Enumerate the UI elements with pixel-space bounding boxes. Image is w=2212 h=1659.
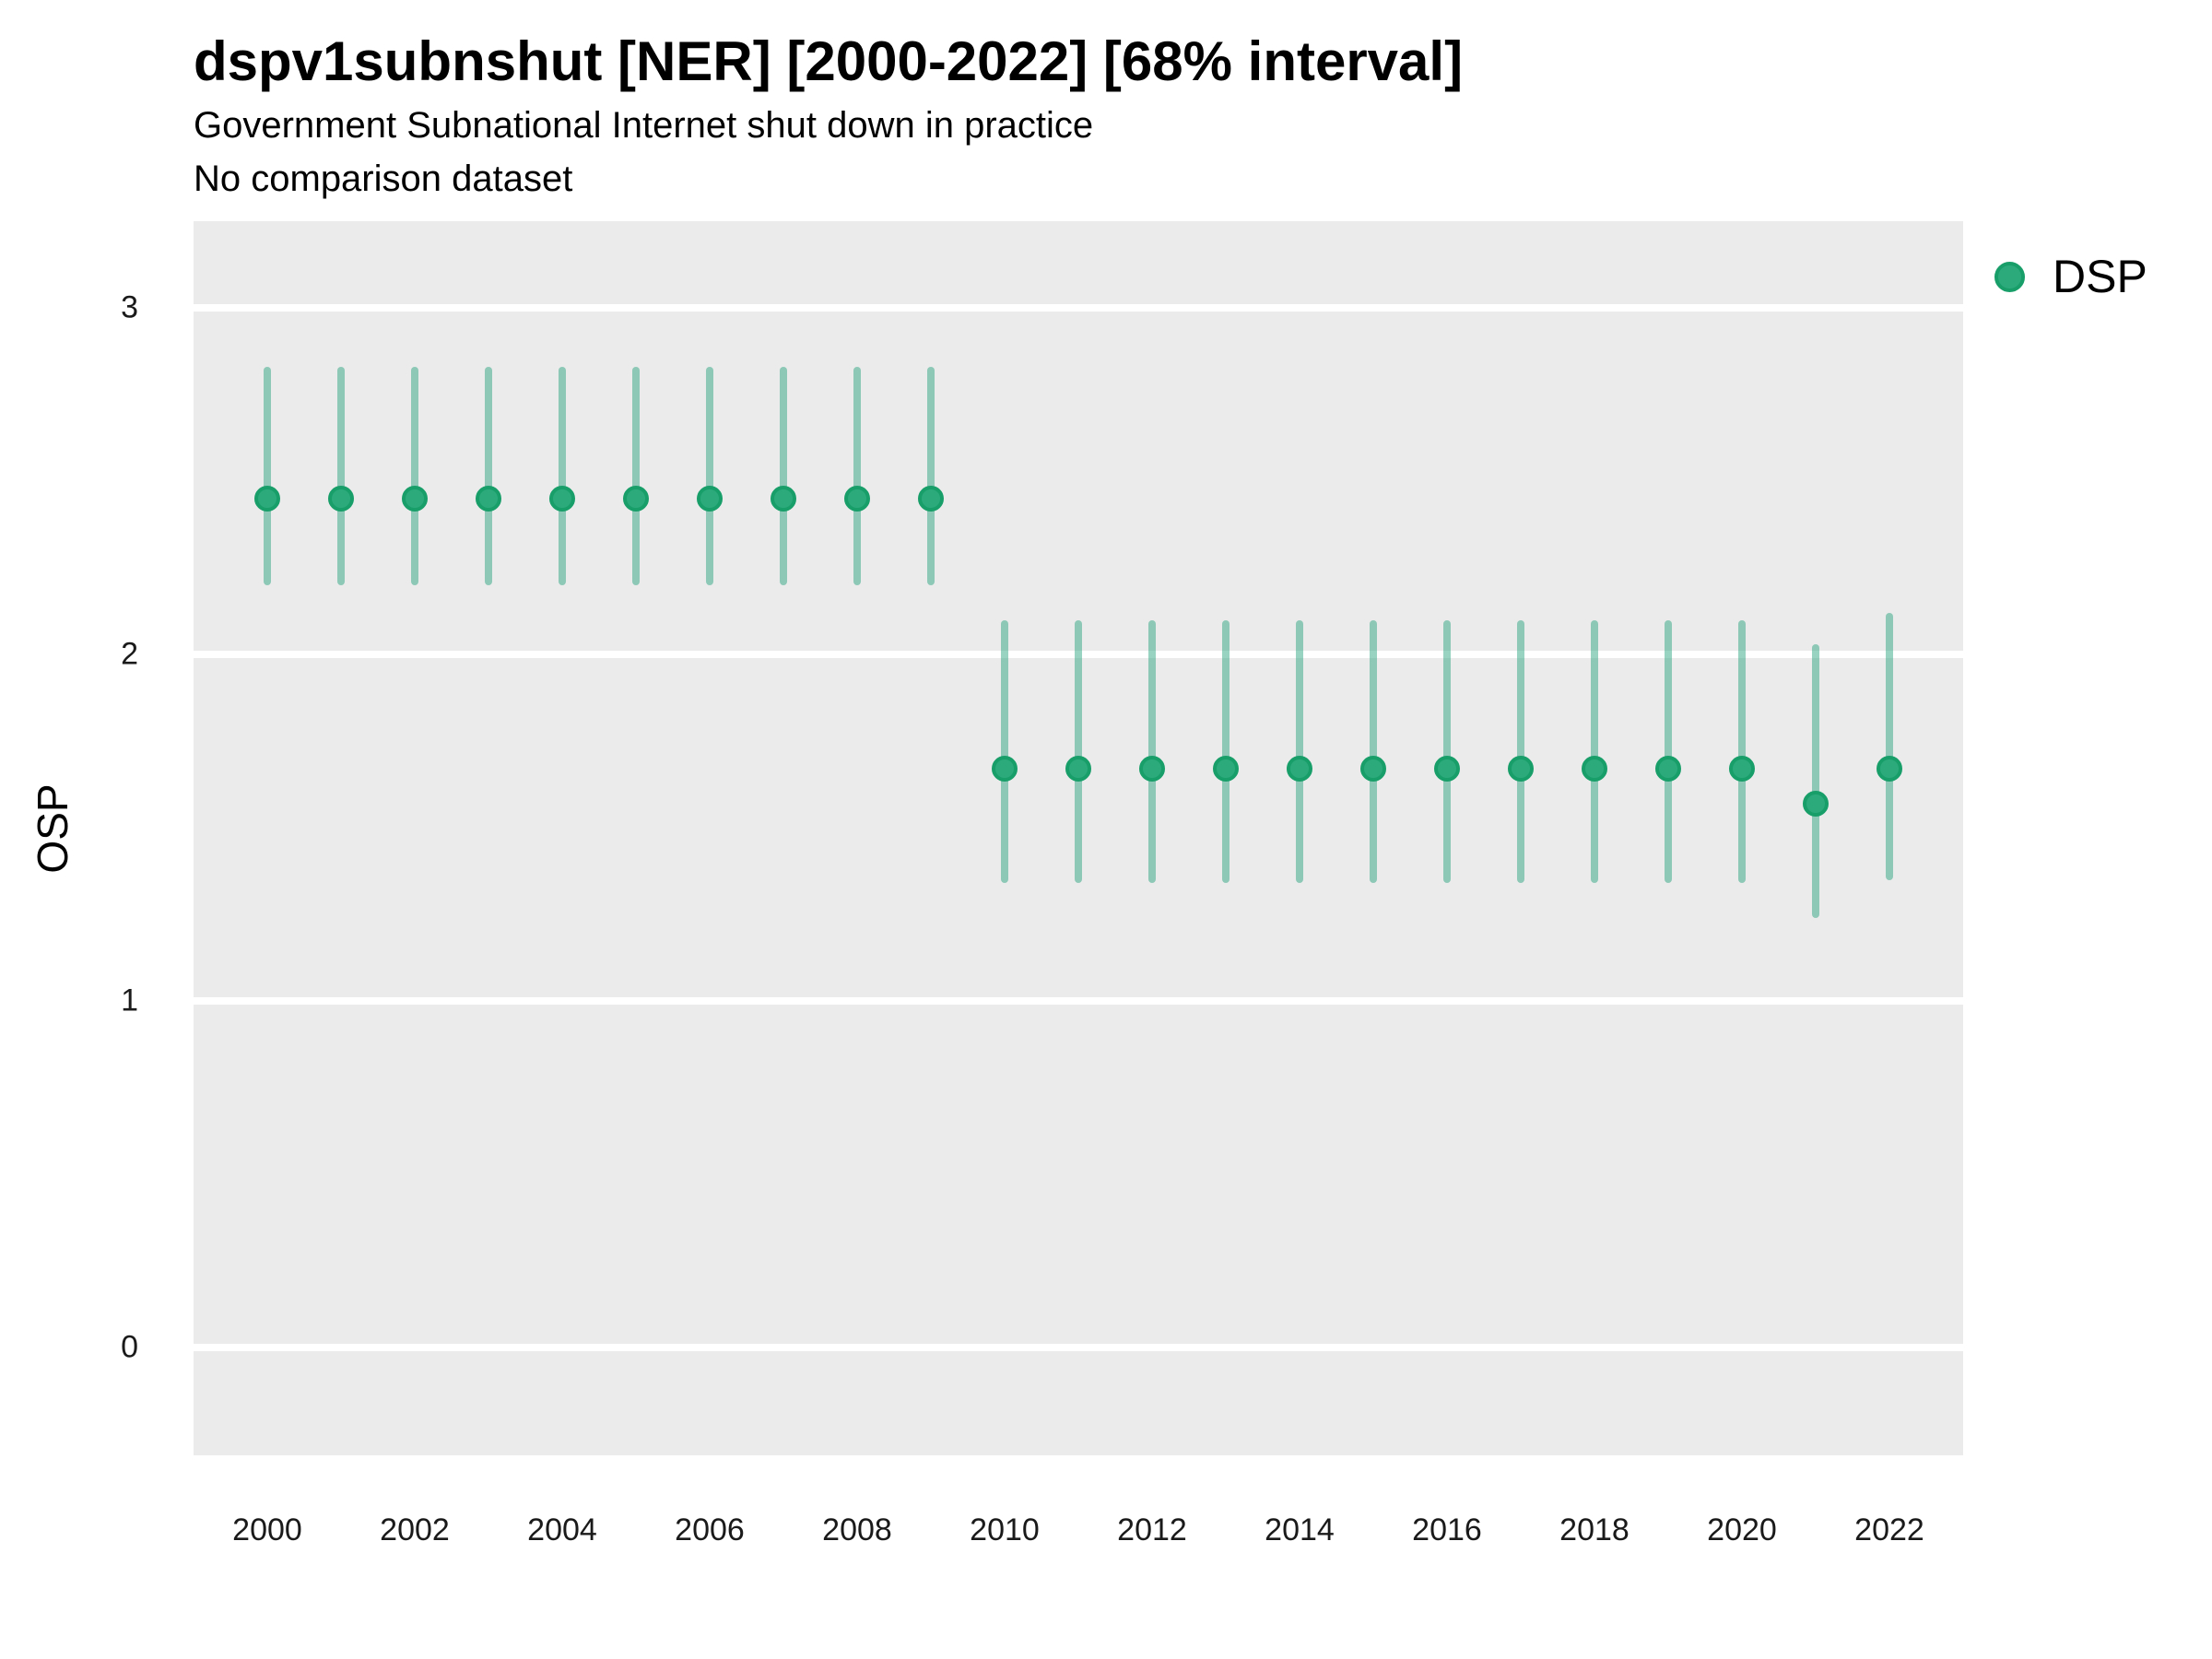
gridline-y-2 — [194, 651, 1963, 659]
data-point — [697, 485, 723, 512]
data-point — [1065, 756, 1091, 782]
data-point — [402, 485, 428, 512]
error-bar — [706, 366, 713, 585]
data-point — [1434, 756, 1460, 782]
x-tick-label: 2016 — [1412, 1512, 1482, 1547]
x-tick-label: 2002 — [380, 1512, 450, 1547]
data-point — [992, 756, 1018, 782]
error-bar — [1812, 643, 1819, 918]
y-tick-label: 1 — [121, 982, 138, 1018]
error-bar — [1886, 613, 1893, 880]
data-point — [1655, 756, 1681, 782]
x-tick-label: 2000 — [232, 1512, 302, 1547]
x-tick-label: 2022 — [1854, 1512, 1924, 1547]
x-axis: 2000 2002 2004 2006 2008 2010 2012 2014 2016 2018… — [194, 1455, 1963, 1584]
error-bar — [927, 366, 935, 585]
error-bar — [853, 366, 861, 585]
error-bar — [1075, 619, 1082, 884]
error-bar — [1665, 619, 1672, 884]
error-bar — [1517, 619, 1524, 884]
chart-title: dspv1subnshut [NER] [2000-2022] [68% int… — [194, 30, 1464, 92]
gridline-y-1 — [194, 997, 1963, 1006]
x-tick-label: 2014 — [1265, 1512, 1335, 1547]
x-tick-label: 2006 — [675, 1512, 745, 1547]
data-point — [1877, 756, 1902, 782]
data-point — [327, 485, 354, 512]
error-bar — [779, 366, 787, 585]
error-bar — [632, 366, 640, 585]
legend-point-icon — [1994, 261, 2025, 292]
data-point — [1139, 756, 1165, 782]
error-bar — [1369, 619, 1377, 884]
error-bar — [484, 366, 492, 585]
gridline-y-3 — [194, 304, 1963, 312]
error-bar — [1738, 619, 1746, 884]
data-point — [1508, 756, 1534, 782]
legend: DSP — [1994, 250, 2147, 303]
x-tick-label: 2020 — [1707, 1512, 1777, 1547]
data-point — [1287, 756, 1312, 782]
chart-subtitle: Government Subnational Internet shut dow… — [194, 105, 1094, 146]
chart-note: No comparison dataset — [194, 159, 573, 199]
data-point — [1359, 756, 1386, 782]
plot-panel — [194, 221, 1963, 1455]
x-tick-label: 2004 — [527, 1512, 597, 1547]
gridline-y-0 — [194, 1344, 1963, 1352]
error-bar — [263, 366, 271, 585]
x-tick-label: 2010 — [970, 1512, 1040, 1547]
error-bar — [1591, 619, 1598, 884]
legend-label: DSP — [2053, 251, 2147, 302]
y-tick-label: 2 — [121, 636, 138, 672]
data-point — [770, 485, 796, 512]
y-tick-label: 0 — [121, 1329, 138, 1365]
data-point — [1729, 756, 1755, 782]
header: dspv1subnshut [NER] [2000-2022] [68% int… — [194, 31, 1463, 201]
x-tick-label: 2012 — [1117, 1512, 1187, 1547]
error-bar — [559, 366, 566, 585]
x-tick-label: 2018 — [1559, 1512, 1630, 1547]
data-point — [253, 485, 280, 512]
y-axis: 3 2 1 0 — [0, 221, 184, 1455]
error-bar — [1222, 619, 1230, 884]
data-point — [1213, 756, 1239, 782]
error-bar — [1296, 619, 1303, 884]
y-tick-label: 3 — [121, 289, 138, 325]
data-point — [475, 485, 501, 512]
error-bar — [1443, 619, 1451, 884]
data-point — [1582, 756, 1607, 782]
error-bar — [411, 366, 418, 585]
error-bar — [1148, 619, 1156, 884]
data-point — [549, 485, 575, 512]
data-point — [844, 485, 870, 512]
data-point — [1803, 790, 1829, 817]
x-tick-label: 2008 — [822, 1512, 892, 1547]
error-bar — [336, 366, 345, 585]
error-bar — [1001, 619, 1008, 884]
data-point — [918, 485, 944, 512]
data-point — [623, 485, 649, 512]
